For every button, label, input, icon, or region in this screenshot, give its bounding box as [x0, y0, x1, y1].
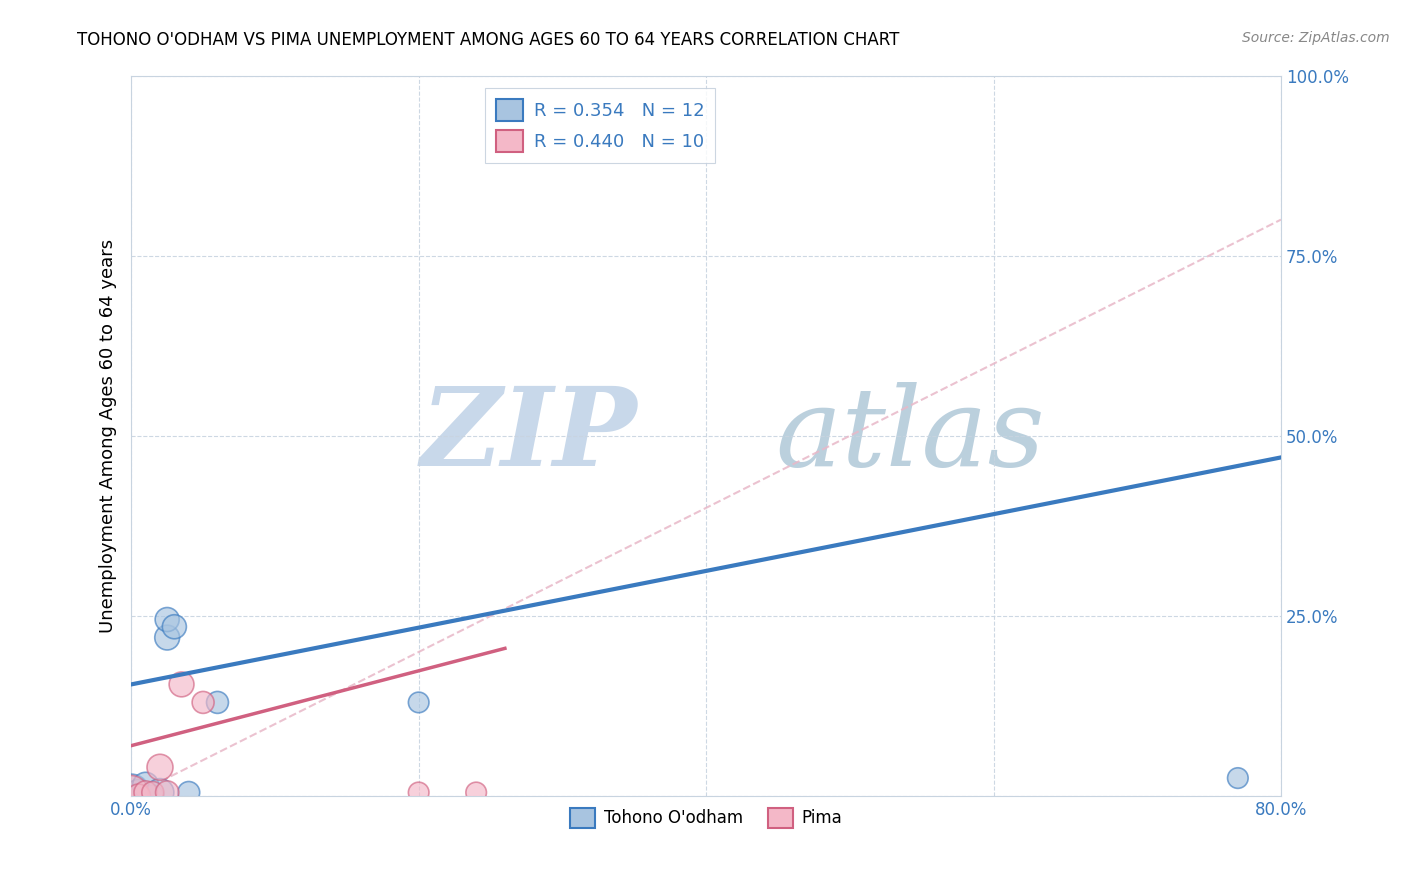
Point [170, 677, 193, 691]
Point [120, 785, 142, 799]
Point [408, 785, 430, 799]
Point [120, 785, 142, 799]
Point [127, 785, 149, 799]
Point [163, 620, 186, 634]
Point [156, 631, 179, 645]
Point [149, 785, 172, 799]
Text: ZIP: ZIP [420, 382, 637, 490]
Point [156, 613, 179, 627]
Text: atlas: atlas [775, 382, 1045, 490]
Legend: Tohono O'odham, Pima: Tohono O'odham, Pima [564, 801, 849, 835]
Text: Source: ZipAtlas.com: Source: ZipAtlas.com [1241, 31, 1389, 45]
Y-axis label: Unemployment Among Ages 60 to 64 years: Unemployment Among Ages 60 to 64 years [100, 239, 117, 632]
Point [142, 789, 165, 803]
Point [1226, 771, 1249, 785]
Point [156, 785, 179, 799]
Point [142, 785, 165, 799]
Point [149, 760, 172, 774]
Point [408, 695, 430, 709]
Point [177, 785, 200, 799]
Point [135, 778, 157, 792]
Point [191, 695, 214, 709]
Point [127, 789, 149, 803]
Text: TOHONO O'ODHAM VS PIMA UNEMPLOYMENT AMONG AGES 60 TO 64 YEARS CORRELATION CHART: TOHONO O'ODHAM VS PIMA UNEMPLOYMENT AMON… [77, 31, 900, 49]
Point [207, 695, 229, 709]
Point [465, 785, 488, 799]
Point [135, 785, 157, 799]
